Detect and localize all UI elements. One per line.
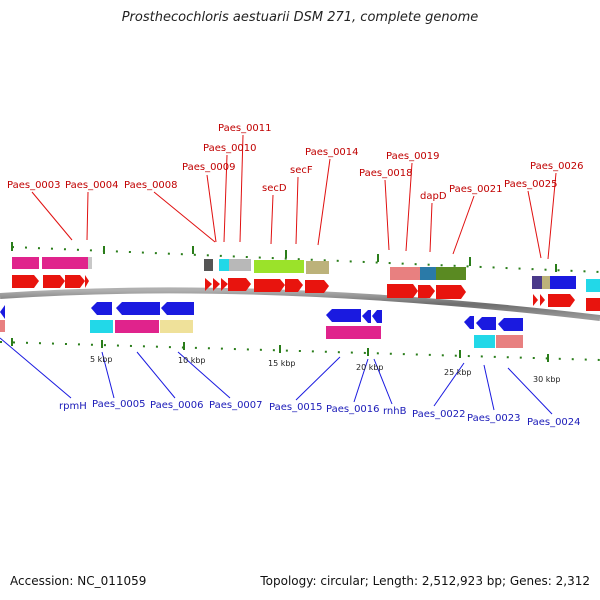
gene-label-paes-0026[interactable]: Paes_0026	[530, 161, 584, 172]
gene-label-paes-0016[interactable]: Paes_0016	[326, 404, 380, 415]
scale-label: 20 kbp	[356, 363, 384, 372]
scale-label: 25 kbp	[444, 368, 472, 377]
reverse-gene-arrows	[0, 302, 523, 331]
gene-label-paes-0004[interactable]: Paes_0004	[65, 180, 119, 191]
scale-label: 10 kbp	[178, 356, 206, 365]
gene-label-rpmh[interactable]: rpmH	[59, 401, 87, 412]
gene-label-paes-0006[interactable]: Paes_0006	[150, 400, 204, 411]
gene-label-rnhb[interactable]: rnhB	[383, 406, 407, 417]
gene-label-paes-0011[interactable]: Paes_0011	[218, 123, 272, 134]
gene-label-paes-0019[interactable]: Paes_0019	[386, 151, 440, 162]
gene-label-dapd[interactable]: dapD	[420, 191, 447, 202]
top-label-connectors	[31, 134, 557, 260]
gene-label-paes-0014[interactable]: Paes_0014	[305, 147, 359, 158]
forward-gene-arrows	[12, 275, 600, 311]
gene-label-paes-0025[interactable]: Paes_0025	[504, 179, 558, 190]
tick-track-bottom	[0, 341, 600, 361]
gene-label-paes-0022[interactable]: Paes_0022	[412, 409, 466, 420]
gene-label-secf[interactable]: secF	[290, 165, 313, 176]
gene-label-paes-0007[interactable]: Paes_0007	[209, 400, 263, 411]
gene-label-paes-0024[interactable]: Paes_0024	[527, 417, 581, 428]
scale-label: 5 kbp	[90, 355, 112, 364]
gene-label-paes-0008[interactable]: Paes_0008	[124, 180, 178, 191]
gene-label-paes-0023[interactable]: Paes_0023	[467, 413, 521, 424]
gene-label-paes-0010[interactable]: Paes_0010	[203, 143, 257, 154]
bottom-gene-boxes	[0, 320, 523, 348]
gene-label-paes-0015[interactable]: Paes_0015	[269, 402, 323, 413]
gene-label-paes-0018[interactable]: Paes_0018	[359, 168, 413, 179]
major-ticks	[11, 242, 557, 362]
genome-summary-text: Topology: circular; Length: 2,512,923 bp…	[260, 574, 590, 588]
genome-title: Prosthecochloris aestuarii DSM 271, comp…	[121, 10, 479, 25]
top-gene-boxes	[12, 257, 600, 292]
genome-backbone	[0, 287, 600, 321]
gene-label-paes-0005[interactable]: Paes_0005	[92, 399, 146, 410]
gene-label-paes-0009[interactable]: Paes_0009	[182, 162, 236, 173]
gene-label-paes-0021[interactable]: Paes_0021	[449, 184, 503, 195]
scale-label: 30 kbp	[533, 375, 561, 384]
scale-label: 15 kbp	[268, 359, 296, 368]
bottom-label-connectors	[0, 337, 553, 415]
accession-text: Accession: NC_011059	[10, 574, 147, 588]
gene-label-paes-0003[interactable]: Paes_0003	[7, 180, 61, 191]
gene-label-secd[interactable]: secD	[262, 183, 287, 194]
